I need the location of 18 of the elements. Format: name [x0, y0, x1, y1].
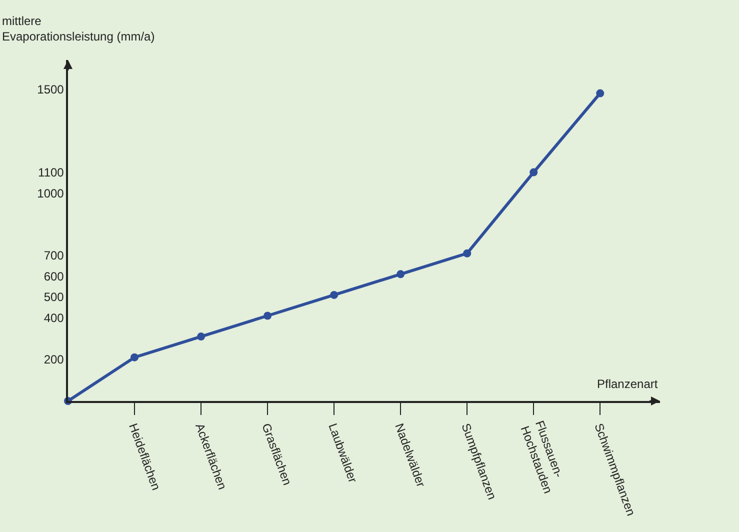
- y-tick-label: 1100: [38, 165, 64, 180]
- y-tick-label: 500: [44, 290, 64, 304]
- point: [197, 332, 206, 341]
- y-tick-label: 1500: [37, 82, 64, 96]
- point: [463, 249, 472, 258]
- point: [530, 168, 538, 176]
- point: [264, 312, 272, 320]
- y-tick-label: 200: [44, 352, 64, 367]
- x-axis-title: Pflanzenart: [597, 377, 658, 391]
- point: [396, 270, 405, 278]
- y-tick-label: 400: [44, 311, 64, 326]
- y-tick-label: 600: [44, 269, 64, 284]
- y-tick-label: 700: [44, 248, 64, 263]
- y-axis-title: mittlere Evaporationsleistung (mm/a): [2, 14, 155, 44]
- point: [330, 290, 338, 299]
- y-tick-label: 1000: [37, 186, 64, 200]
- point: [130, 353, 139, 362]
- point: [596, 89, 604, 98]
